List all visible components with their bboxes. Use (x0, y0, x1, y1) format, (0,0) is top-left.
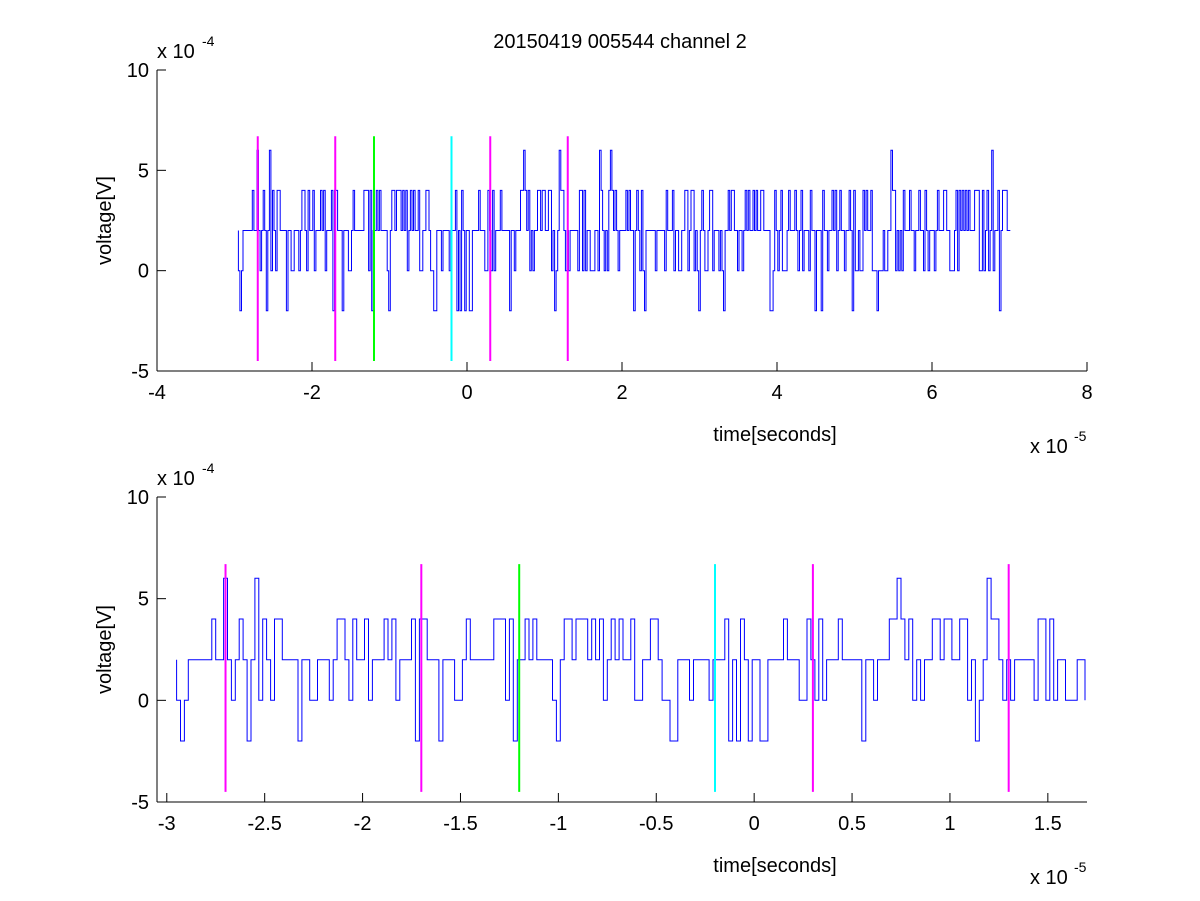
y-tick-label: -5 (131, 361, 149, 383)
x-tick-label: -4 (148, 382, 166, 404)
x-tick-label: -1.5 (443, 813, 477, 835)
x-tick-label: 0 (461, 382, 472, 404)
x-tick-label: 2 (616, 382, 627, 404)
x-exponent-power: -5 (1074, 428, 1087, 444)
x-axis-label: time[seconds] (713, 855, 836, 877)
x-tick-label: 8 (1081, 382, 1092, 404)
figure-title: 20150419 005544 channel 2 (493, 31, 747, 53)
y-tick-label: 0 (138, 261, 149, 283)
bottom-plot: -3 -2.5 -2 -1.5 -1 -0.5 0 0.5 1 1.5 -5 0 5 10 time[sec… (94, 460, 1087, 889)
y-exponent-power: -4 (202, 33, 215, 49)
x-tick-label: -3 (158, 813, 176, 835)
y-exponent-power: -4 (202, 460, 215, 476)
top-plot: -4 -2 0 2 4 6 8 -5 0 5 10 time[seconds] voltage[V] x … (94, 33, 1093, 458)
x-tick-label: -2 (354, 813, 372, 835)
x-tick-label: 6 (926, 382, 937, 404)
y-tick-label: 0 (138, 690, 149, 712)
signal-trace (176, 577, 1086, 742)
x-axis-label: time[seconds] (713, 424, 836, 446)
y-exponent-base: x 10 (157, 468, 195, 490)
x-tick-label: 0.5 (838, 813, 866, 835)
y-axis-label: voltage[V] (94, 176, 116, 265)
x-tick-label: 0 (749, 813, 760, 835)
x-tick-label: -2 (303, 382, 321, 404)
x-tick-label: -2.5 (247, 813, 281, 835)
y-exponent-base: x 10 (157, 41, 195, 63)
signal-trace (237, 149, 1011, 312)
x-tick-label: -0.5 (639, 813, 673, 835)
y-axis-label: voltage[V] (94, 605, 116, 694)
y-tick-label: -5 (131, 792, 149, 814)
y-tick-label: 10 (127, 487, 149, 509)
y-tick-label: 5 (138, 589, 149, 611)
y-tick-label: 10 (127, 60, 149, 82)
x-exponent-power: -5 (1074, 859, 1087, 875)
x-exponent-base: x 10 (1030, 436, 1068, 458)
x-tick-label: 1.5 (1034, 813, 1062, 835)
y-tick-label: 5 (138, 160, 149, 182)
x-tick-label: 1 (944, 813, 955, 835)
x-exponent-base: x 10 (1030, 867, 1068, 889)
x-tick-label: 4 (771, 382, 782, 404)
x-tick-label: -1 (549, 813, 567, 835)
